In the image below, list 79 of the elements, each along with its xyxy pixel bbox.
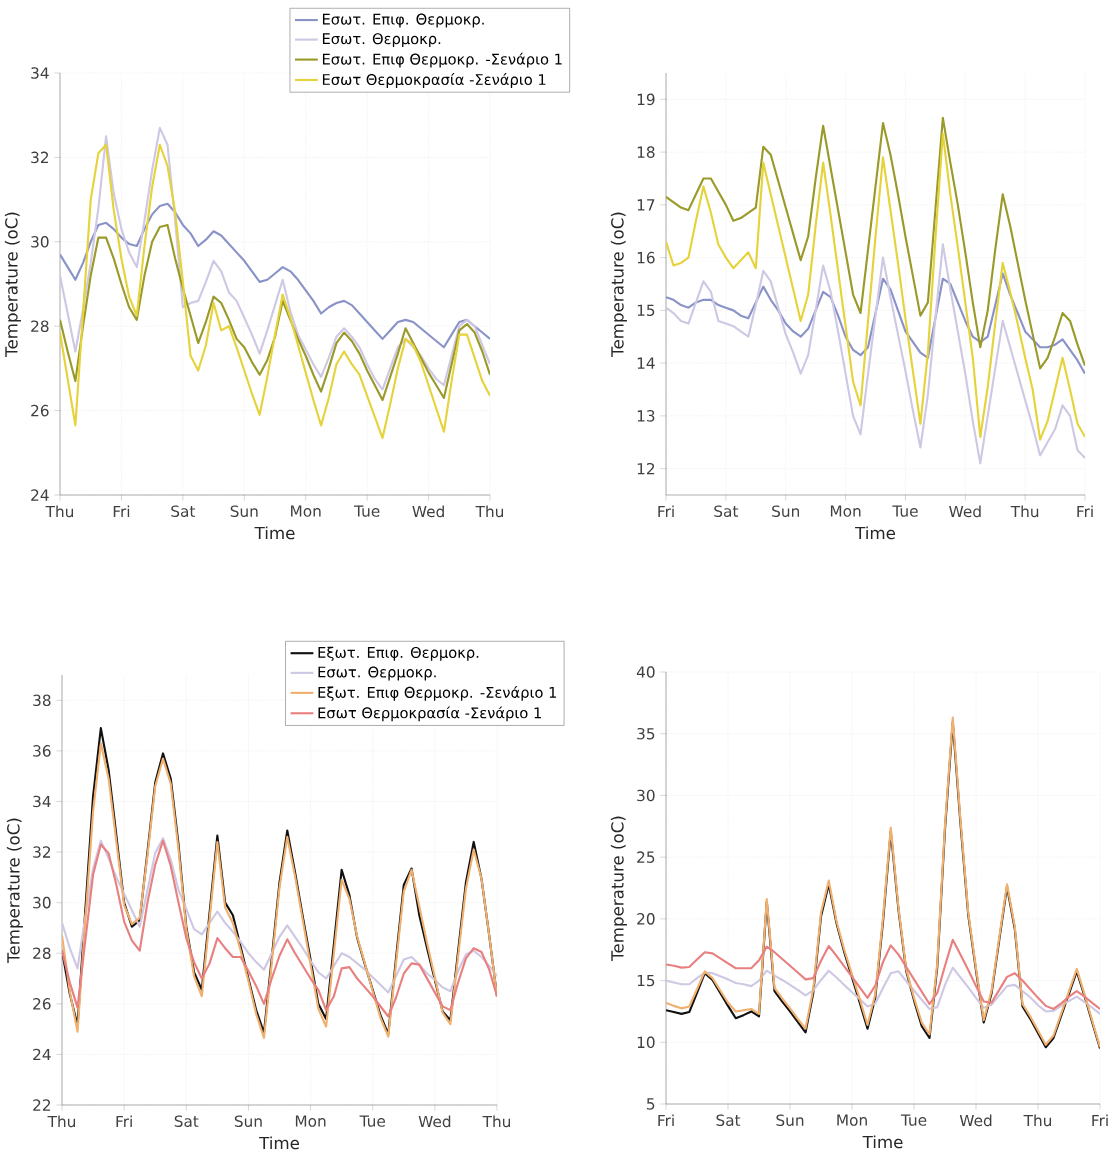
y-tick-label: 34	[33, 795, 51, 808]
y-axis-title: Temperature (oC)	[7, 818, 24, 963]
x-tick-label: Tue	[354, 505, 380, 517]
legend-label: Εσωτ Θερμοκρασία -Σενάριο 1	[318, 706, 542, 722]
legend-label: Εξωτ. Επιφ. Θερμοκρ.	[318, 646, 479, 661]
legend-label: Εσωτ. Επιφ Θερμοκρ. -Σενάριο 1	[323, 52, 562, 68]
y-tick-label: 30	[637, 789, 655, 802]
y-tick-label: 32	[31, 151, 49, 164]
x-axis-title: Time	[259, 1136, 300, 1150]
y-tick-label: 15	[637, 974, 655, 987]
x-tick-label: Sat	[171, 505, 196, 517]
x-tick-label: Thu	[1023, 1114, 1052, 1127]
legend-label: Εσωτ. Θερμοκρ.	[323, 33, 441, 48]
x-tick-label: Mon	[296, 1115, 326, 1127]
legend-label: Εξωτ. Επιφ Θερμοκρ. -Σενάριο 1	[318, 686, 557, 701]
x-tick-label: Wed	[418, 1115, 451, 1128]
y-tick-label: 18	[637, 146, 655, 158]
x-tick-label: Wed	[412, 505, 445, 518]
x-tick-label: Tue	[892, 505, 918, 517]
x-tick-label: Sun	[235, 1115, 262, 1127]
x-tick-label: Thu	[482, 1115, 511, 1128]
x-tick-label: Wed	[949, 505, 981, 518]
y-tick-label: 17	[637, 199, 655, 211]
x-tick-label: Sun	[776, 1114, 804, 1126]
x-tick-label: Mon	[837, 1114, 868, 1126]
x-axis-title: Time	[855, 526, 896, 540]
x-tick-label: Fri	[1077, 505, 1093, 518]
x-tick-label: Thu	[47, 1115, 76, 1128]
x-tick-label: Fri	[116, 1115, 133, 1128]
y-tick-label: 22	[33, 1099, 51, 1111]
y-tick-label: 19	[637, 93, 655, 106]
y-tick-label: 28	[33, 947, 51, 960]
y-axis-title: Temperature (oC)	[611, 816, 628, 961]
y-tick-label: 30	[31, 236, 49, 248]
y-tick-label: 26	[31, 404, 49, 417]
y-tick-label: 24	[31, 489, 49, 501]
y-tick-label: 35	[637, 727, 655, 740]
x-axis-title: Time	[862, 1135, 903, 1149]
legend-label: Εσωτ. Θερμοκρ.	[318, 666, 436, 681]
y-tick-label: 40	[637, 666, 655, 678]
x-tick-label: Thu	[475, 505, 504, 518]
legend-label: Εσωτ Θερμοκρασία -Σενάριο 1	[323, 73, 546, 88]
y-axis-title: Temperature (oC)	[5, 212, 22, 357]
y-tick-label: 30	[33, 896, 51, 909]
x-tick-label: Sat	[174, 1115, 199, 1127]
y-tick-label: 5	[647, 1098, 655, 1110]
x-tick-label: Fri	[1092, 1114, 1108, 1127]
legend-label: Εσωτ. Επιφ. Θερμοκρ.	[323, 13, 484, 28]
y-tick-label: 20	[637, 913, 655, 925]
y-tick-label: 36	[33, 745, 51, 757]
y-tick-label: 24	[33, 1048, 51, 1061]
y-tick-label: 13	[637, 410, 655, 422]
y-tick-label: 34	[31, 67, 49, 79]
x-tick-label: Sat	[716, 1114, 741, 1126]
x-tick-label: Fri	[114, 505, 130, 518]
x-tick-label: Tue	[901, 1114, 927, 1126]
y-tick-label: 28	[31, 320, 49, 332]
y-axis-title: Temperature (oC)	[611, 212, 628, 357]
x-axis-title: Time	[254, 526, 295, 540]
x-tick-label: Thu	[1010, 505, 1039, 518]
y-tick-label: 16	[637, 251, 655, 264]
x-tick-label: Sat	[714, 505, 739, 517]
y-tick-label: 12	[637, 462, 655, 475]
y-tick-label: 14	[637, 357, 655, 369]
x-tick-label: Tue	[359, 1115, 386, 1127]
y-tick-label: 38	[33, 694, 51, 707]
y-tick-label: 25	[637, 851, 655, 863]
y-tick-label: 15	[637, 304, 655, 317]
x-tick-label: Fri	[658, 505, 674, 518]
y-tick-label: 32	[33, 846, 51, 858]
x-tick-label: Wed	[960, 1114, 992, 1127]
x-tick-label: Sun	[230, 505, 258, 517]
x-tick-label: Mon	[831, 505, 861, 517]
x-tick-label: Thu	[45, 505, 74, 518]
x-tick-label: Sun	[772, 505, 800, 517]
x-tick-label: Fri	[658, 1114, 674, 1127]
y-tick-label: 26	[33, 998, 51, 1010]
x-tick-label: Mon	[291, 505, 321, 517]
y-tick-label: 10	[637, 1036, 655, 1049]
